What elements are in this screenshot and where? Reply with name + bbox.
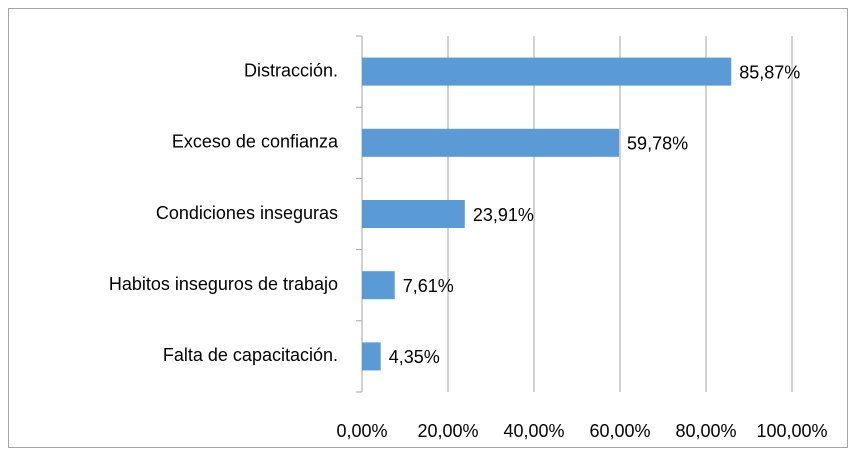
y-tick-label: Condiciones inseguras: [156, 203, 338, 223]
x-tick-label: 60,00%: [589, 421, 650, 441]
value-label: 59,78%: [627, 134, 688, 154]
value-label: 7,61%: [403, 276, 454, 296]
value-label: 85,87%: [739, 62, 800, 82]
x-tick-label: 80,00%: [675, 421, 736, 441]
bar: [362, 57, 732, 86]
bar: [362, 342, 381, 371]
y-tick-label: Distracción.: [244, 60, 338, 80]
value-label: 23,91%: [473, 205, 534, 225]
y-tick-label: Habitos inseguros de trabajo: [109, 274, 338, 294]
bar: [362, 271, 395, 300]
y-tick-label: Exceso de confianza: [172, 132, 339, 152]
x-tick-label: 100,00%: [756, 421, 827, 441]
value-label: 4,35%: [389, 347, 440, 367]
x-tick-label: 40,00%: [503, 421, 564, 441]
y-tick-label: Falta de capacitación.: [163, 345, 338, 365]
x-tick-label: 20,00%: [417, 421, 478, 441]
x-tick-label: 0,00%: [336, 421, 387, 441]
bar: [362, 200, 465, 228]
bar: [362, 128, 620, 157]
